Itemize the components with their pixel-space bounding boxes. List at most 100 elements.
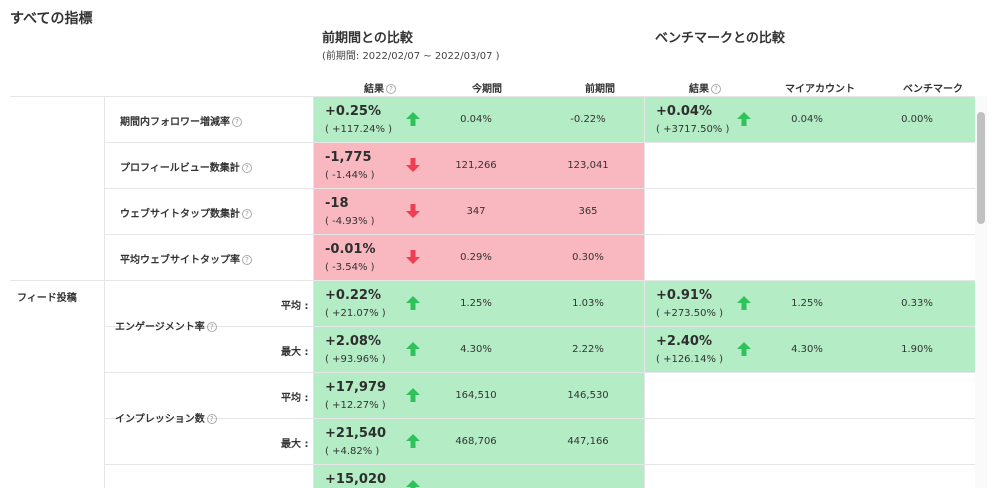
question-circle-icon[interactable]: ? — [232, 117, 242, 127]
period-comparison-title: 前期間との比較 — [322, 31, 413, 46]
previous-period-value: 2.22% — [572, 344, 604, 355]
benchmark-value: 0.33% — [901, 298, 933, 309]
arrow-up-icon — [405, 479, 421, 488]
group-divider — [10, 280, 105, 281]
metric-label: インプレッション数? — [115, 410, 217, 425]
arrow-up-icon — [405, 433, 421, 449]
result-sub-value: ( -3.54% ) — [325, 262, 375, 273]
row-divider — [104, 188, 975, 189]
result-main-value: -0.01% — [325, 242, 376, 257]
current-period-value: 164,510 — [455, 390, 497, 401]
metric-label: プロフィールビュー数集計? — [120, 159, 252, 174]
result-main-value: +0.25% — [325, 104, 381, 119]
arrow-up-icon — [405, 111, 421, 127]
question-circle-icon[interactable]: ? — [206, 322, 217, 332]
metric-label-text: プロフィールビュー数集計 — [120, 163, 240, 174]
question-circle-icon[interactable]: ? — [711, 84, 721, 94]
metric-label-text: ウェブサイトタップ数集計 — [120, 209, 240, 220]
my-account-value: 4.30% — [791, 344, 823, 355]
bench-sub-value: ( +3717.50% ) — [656, 124, 730, 135]
current-period-value: 4.30% — [460, 344, 492, 355]
col-header-my-account: マイアカウント — [785, 84, 855, 95]
result-main-value: +0.22% — [325, 288, 381, 303]
question-circle-icon[interactable]: ? — [242, 209, 252, 219]
label-column-divider — [104, 96, 105, 488]
result-main-value: +21,540 — [325, 426, 387, 441]
arrow-up-icon — [736, 111, 752, 127]
metric-label-text: 平均ウェブサイトタップ率 — [120, 255, 240, 266]
benchmark-comparison-title: ベンチマークとの比較 — [655, 31, 785, 46]
arrow-down-icon — [405, 203, 421, 219]
question-circle-icon[interactable]: ? — [241, 163, 252, 173]
bench-main-value: +0.91% — [656, 288, 712, 303]
current-period-value: 0.29% — [460, 252, 492, 263]
arrow-up-icon — [736, 341, 752, 357]
previous-period-value: 0.30% — [572, 252, 604, 263]
bench-main-value: +0.04% — [656, 104, 712, 119]
bench-result-cell — [645, 281, 975, 326]
period-result-cell — [314, 235, 644, 280]
sub-label-avg: 平均 : — [281, 393, 309, 404]
arrow-up-icon — [405, 295, 421, 311]
row-divider — [104, 464, 975, 465]
result-sub-value: ( +117.24% ) — [325, 124, 393, 135]
result-sub-value: ( -1.44% ) — [325, 170, 375, 181]
sub-label-max: 最大 : — [281, 439, 309, 450]
metric-label-text: インプレッション数 — [115, 414, 205, 425]
my-account-value: 1.25% — [791, 298, 823, 309]
period-result-cell — [314, 97, 644, 142]
arrow-down-icon — [405, 157, 421, 173]
row-divider — [104, 372, 975, 373]
period-result-cell — [314, 327, 644, 372]
metric-label: ウェブサイトタップ数集計? — [120, 205, 252, 220]
my-account-value: 0.04% — [791, 114, 823, 125]
bench-sub-value: ( +273.50% ) — [656, 308, 724, 319]
bench-column-divider — [644, 96, 645, 488]
result-main-value: +15,020 — [325, 472, 387, 487]
period-result-cell — [314, 419, 644, 464]
period-result-cell — [314, 373, 644, 418]
current-period-value: 1.25% — [460, 298, 492, 309]
result-sub-value: ( +12.27% ) — [325, 400, 386, 411]
previous-period-value: 1.03% — [572, 298, 604, 309]
previous-period-value: 447,166 — [567, 436, 609, 447]
previous-period-value: 146,530 — [567, 390, 609, 401]
data-column-divider — [313, 96, 314, 488]
previous-period-value: 123,041 — [567, 160, 609, 171]
current-period-value: 347 — [466, 206, 486, 217]
col-header-previous: 前期間 — [585, 84, 615, 95]
sub-label-avg: 平均 : — [281, 301, 309, 312]
result-main-value: -1,775 — [325, 150, 372, 165]
result-sub-value: ( +4.82% ) — [325, 446, 380, 457]
page-title: すべての指標 — [10, 11, 93, 27]
arrow-up-icon — [736, 295, 752, 311]
period-result-cell — [314, 281, 644, 326]
question-circle-icon[interactable]: ? — [206, 414, 217, 424]
metric-divider — [104, 372, 314, 373]
bench-result-cell — [645, 97, 975, 142]
benchmark-value: 1.90% — [901, 344, 933, 355]
bench-main-value: +2.40% — [656, 334, 712, 349]
previous-period-value: 365 — [578, 206, 598, 217]
metric-label-text: エンゲージメント率 — [115, 322, 205, 333]
scrollbar-thumb[interactable] — [977, 112, 985, 224]
period-comparison-subtitle: (前期間: 2022/02/07 ~ 2022/03/07 ) — [322, 51, 500, 62]
col-header-benchmark: ベンチマーク — [903, 84, 963, 95]
sub-label-max: 最大 : — [281, 347, 309, 358]
bench-sub-value: ( +126.14% ) — [656, 354, 724, 365]
group-label-feed: フィード投稿 — [17, 293, 77, 304]
metric-label: エンゲージメント率? — [115, 318, 217, 333]
benchmark-value: 0.00% — [901, 114, 933, 125]
question-circle-icon[interactable]: ? — [242, 255, 252, 265]
previous-period-value: -0.22% — [570, 114, 606, 125]
period-result-cell — [314, 143, 644, 188]
col-header-result: 結果? — [330, 80, 430, 95]
current-period-value: 0.04% — [460, 114, 492, 125]
current-period-value: 468,706 — [455, 436, 497, 447]
period-result-cell — [314, 189, 644, 234]
result-main-value: +17,979 — [325, 380, 387, 395]
metric-label: 期間内フォロワー増減率? — [120, 113, 242, 128]
row-divider — [104, 142, 975, 143]
question-circle-icon[interactable]: ? — [386, 84, 396, 94]
period-result-cell — [314, 465, 644, 488]
